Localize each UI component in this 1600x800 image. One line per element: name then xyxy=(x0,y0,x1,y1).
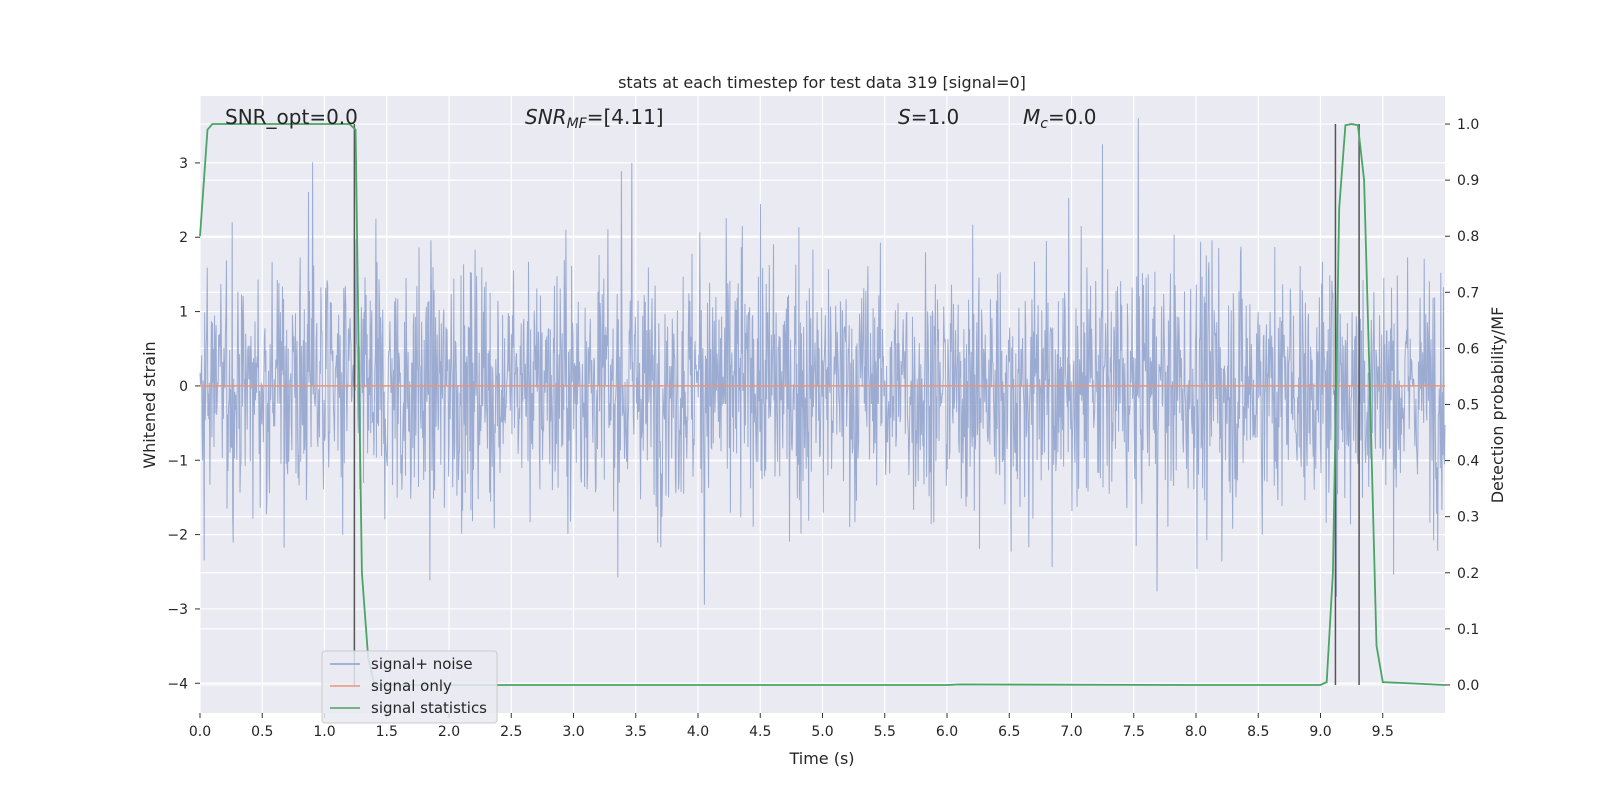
y-tick-label: −2 xyxy=(167,528,188,544)
x-tick-label: 6.5 xyxy=(998,724,1020,740)
x-tick-label: 9.0 xyxy=(1309,724,1331,740)
x-tick-label: 3.5 xyxy=(625,724,647,740)
x-tick-label: 4.5 xyxy=(749,724,771,740)
y-tick-label: −4 xyxy=(167,676,188,692)
y2-tick-label: 1.0 xyxy=(1457,117,1479,133)
mc-sub: c xyxy=(1040,116,1048,132)
x-tick-label: 2.5 xyxy=(500,724,522,740)
y2-tick-label: 0.6 xyxy=(1457,341,1479,357)
x-tick-label: 1.0 xyxy=(313,724,335,740)
x-tick-label: 7.5 xyxy=(1123,724,1145,740)
mc-value: =0.0 xyxy=(1048,105,1097,129)
mc-main: M xyxy=(1023,105,1040,129)
x-tick-label: 8.0 xyxy=(1185,724,1207,740)
x-tick-label: 5.5 xyxy=(874,724,896,740)
legend-box xyxy=(321,650,498,724)
y2-tick-label: 0.4 xyxy=(1457,454,1479,470)
x-tick-label: 4.0 xyxy=(687,724,709,740)
legend-label-signal-only: signal only xyxy=(371,677,452,695)
signal-noise-line xyxy=(199,118,1446,605)
y2-tick-label: 0.8 xyxy=(1457,229,1479,245)
x-tick-label: 3.0 xyxy=(562,724,584,740)
y2-tick-label: 0.9 xyxy=(1457,173,1479,189)
y2-tick-label: 0.0 xyxy=(1457,678,1479,694)
noise-layer xyxy=(199,118,1446,605)
y-tick-label: −3 xyxy=(167,602,188,618)
y2-tick-label: 0.1 xyxy=(1457,622,1479,638)
y-tick-label: 0 xyxy=(179,379,188,395)
y-axis-label: Whitened strain xyxy=(140,341,159,468)
x-tick-label: 9.5 xyxy=(1372,724,1394,740)
snr-mf-sub: MF xyxy=(567,116,588,132)
snr-opt-annotation: SNR_opt=0.0 xyxy=(225,105,358,129)
s-annotation: S=1.0 xyxy=(898,105,959,129)
y-tick-label: −1 xyxy=(167,453,188,469)
s-value: =1.0 xyxy=(911,105,960,129)
y2-tick-label: 0.7 xyxy=(1457,285,1479,301)
ticks-layer: 0.0 0.5 1.0 1.5 2.0 2.5 3.0 3.5 4.0 4.5 5.0 5.5 6.0 6… xyxy=(167,117,1479,740)
x-tick-label: 2.0 xyxy=(438,724,460,740)
s-main: S xyxy=(898,105,911,129)
signal-statistics-line xyxy=(199,123,1446,686)
mc-annotation: Mc=0.0 xyxy=(1023,105,1097,132)
y2-tick-label: 0.2 xyxy=(1457,566,1479,582)
y-tick-label: 1 xyxy=(179,305,188,321)
y2-tick-label: 0.5 xyxy=(1457,398,1479,414)
snr-mf-value: =[4.11] xyxy=(587,105,664,129)
x-tick-label: 1.5 xyxy=(376,724,398,740)
x-tick-label: 8.5 xyxy=(1247,724,1269,740)
series-layer xyxy=(199,123,1446,686)
legend-label-signal-statistics: signal statistics xyxy=(371,699,487,717)
y-tick-label: 2 xyxy=(179,230,188,246)
x-tick-label: 6.0 xyxy=(936,724,958,740)
y-tick-label: 3 xyxy=(179,156,188,172)
legend-label-signal-noise: signal+ noise xyxy=(371,655,473,673)
x-tick-label: 5.0 xyxy=(811,724,833,740)
snr-mf-main: SNR xyxy=(525,105,567,129)
chart-title: stats at each timestep for test data 319… xyxy=(618,73,1026,92)
snr-mf-annotation: SNRMF=[4.11] xyxy=(525,105,664,132)
y2-axis-label: Detection probability/MF xyxy=(1488,307,1507,504)
y2-tick-label: 0.3 xyxy=(1457,510,1479,526)
x-axis-label: Time (s) xyxy=(788,749,854,768)
x-tick-label: 0.0 xyxy=(189,724,211,740)
legend: signal+ noise signal only signal statist… xyxy=(321,650,498,724)
x-tick-label: 0.5 xyxy=(251,724,273,740)
x-tick-label: 7.0 xyxy=(1060,724,1082,740)
